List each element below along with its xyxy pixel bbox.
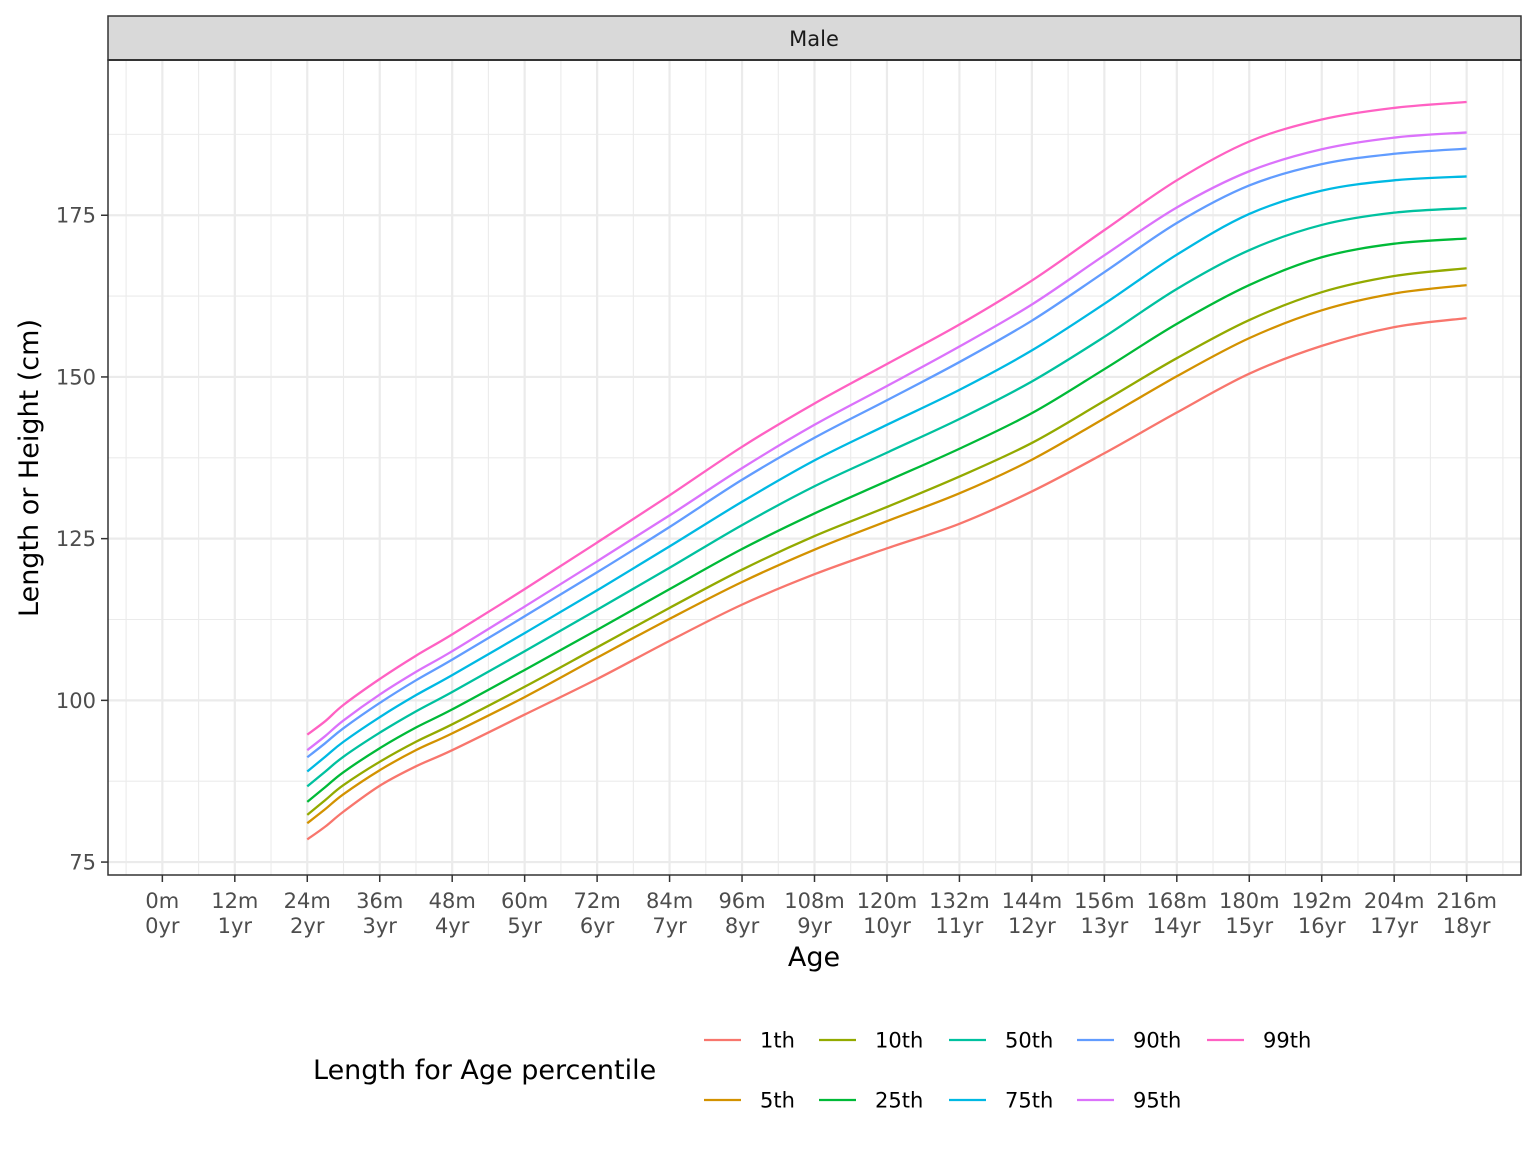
x-tick-label-years: 9yr — [797, 914, 832, 938]
x-tick-label-years: 16yr — [1298, 914, 1346, 938]
legend-label-90th: 90th — [1133, 1029, 1181, 1053]
series-line-10th — [306, 267, 1467, 816]
x-tick-label-years: 1yr — [218, 914, 253, 938]
y-axis: 75 100 125 150 175 — [56, 204, 108, 875]
facet-strip — [107, 15, 1522, 61]
legend: Length for Age percentile 1th 5th 10th 25th… — [313, 1029, 1311, 1113]
y-tick-label: 125 — [56, 527, 96, 551]
x-tick-label-months: 24m — [284, 889, 331, 913]
x-tick-label-months: 0m — [145, 889, 179, 913]
x-tick-label-years: 6yr — [580, 914, 615, 938]
x-tick-label-years: 0yr — [145, 914, 180, 938]
x-tick-label-months: 48m — [429, 889, 476, 913]
x-tick-label-years: 10yr — [863, 914, 911, 938]
series-line-99th — [306, 100, 1467, 736]
x-tick-label-years: 3yr — [363, 914, 398, 938]
x-tick-label-months: 120m — [857, 889, 918, 913]
x-tick-label-months: 180m — [1219, 889, 1280, 913]
x-axis-title: Age — [788, 942, 840, 973]
x-tick-label-months: 60m — [501, 889, 548, 913]
y-tick-label: 175 — [56, 204, 96, 228]
x-tick-label-months: 144m — [1002, 889, 1063, 913]
legend-title: Length for Age percentile — [313, 1055, 656, 1086]
x-tick-label-years: 11yr — [936, 914, 984, 938]
series-line-75th — [306, 175, 1467, 773]
y-axis-title: Length or Height (cm) — [14, 319, 45, 617]
facet-strip-label: Male — [789, 27, 839, 51]
x-tick-label-months: 156m — [1074, 889, 1135, 913]
x-tick-label-months: 204m — [1364, 889, 1425, 913]
x-tick-label-months: 96m — [718, 889, 765, 913]
x-tick-label-months: 72m — [574, 889, 621, 913]
x-tick-label-years: 13yr — [1080, 914, 1128, 938]
series-lines — [306, 100, 1467, 841]
series-line-90th — [306, 147, 1467, 759]
series-line-1th — [306, 316, 1467, 841]
y-tick-label: 150 — [56, 365, 96, 389]
y-tick-label: 100 — [56, 689, 96, 713]
legend-label-25th: 25th — [875, 1089, 923, 1113]
x-tick-label-months: 216m — [1436, 889, 1497, 913]
x-tick-label-months: 192m — [1291, 889, 1352, 913]
x-tick-label-years: 2yr — [290, 914, 325, 938]
legend-label-99th: 99th — [1263, 1029, 1311, 1053]
legend-label-5th: 5th — [760, 1089, 795, 1113]
x-tick-label-months: 36m — [356, 889, 403, 913]
x-tick-label-years: 7yr — [652, 914, 687, 938]
x-tick-label-years: 18yr — [1443, 914, 1491, 938]
x-tick-label-years: 8yr — [725, 914, 760, 938]
x-tick-label-months: 108m — [784, 889, 845, 913]
x-tick-label-years: 4yr — [435, 914, 470, 938]
y-tick-label: 75 — [69, 851, 96, 875]
series-line-5th — [306, 283, 1467, 825]
x-tick-label-years: 17yr — [1370, 914, 1418, 938]
x-tick-label-years: 5yr — [507, 914, 542, 938]
x-tick-label-months: 168m — [1147, 889, 1208, 913]
x-tick-label-years: 14yr — [1153, 914, 1201, 938]
series-line-95th — [306, 131, 1467, 752]
legend-label-95th: 95th — [1133, 1089, 1181, 1113]
x-tick-label-years: 15yr — [1225, 914, 1273, 938]
x-tick-label-months: 84m — [646, 889, 693, 913]
series-line-25th — [306, 237, 1467, 803]
legend-label-75th: 75th — [1005, 1089, 1053, 1113]
x-tick-label-months: 132m — [929, 889, 990, 913]
legend-label-1th: 1th — [760, 1029, 795, 1053]
legend-label-10th: 10th — [875, 1029, 923, 1053]
legend-label-50th: 50th — [1005, 1029, 1053, 1053]
x-tick-label-months: 12m — [211, 889, 258, 913]
x-tick-label-years: 12yr — [1008, 914, 1056, 938]
series-line-50th — [306, 206, 1467, 788]
